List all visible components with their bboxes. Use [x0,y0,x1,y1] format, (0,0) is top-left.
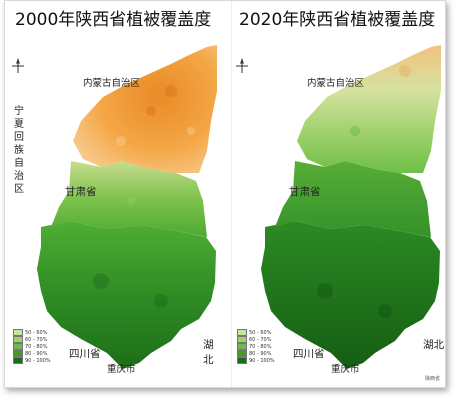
label-gansu: 甘肃省 [65,186,97,198]
legend-label: 90 - 100% [25,357,51,364]
source-note: 陕西省 [425,376,441,382]
vegetation-map-2000[interactable] [11,1,221,387]
legend-item: 60 - 70% [13,336,51,343]
panel-divider [231,1,232,387]
legend-label: 60 - 70% [249,336,272,343]
legend-label: 70 - 80% [25,343,48,350]
legend-label: 50 - 60% [25,329,48,336]
map-title-2020: 2020年陕西省植被覆盖度 [239,10,436,30]
region-north-2000 [73,45,217,173]
north-arrow-icon [236,58,248,73]
north-arrow-icon [12,58,24,73]
legend-label: 50 - 60% [249,329,272,336]
vegetation-map-2020[interactable] [235,1,445,387]
label-hubei: 湖北 [203,339,214,366]
label-hubei: 湖北 [423,339,444,351]
label-chongqing: 重庆市 [331,364,360,375]
legend-item: 70 - 80% [237,343,275,350]
legend-swatch [237,357,247,364]
legend-label: 80 - 90% [25,350,48,357]
legend-label: 80 - 90% [249,350,272,357]
legend-2000: 50 - 60% 60 - 70% 70 - 80% 80 - 90% 90 -… [13,329,51,364]
map-panel-2000: 2000年陕西省植被覆盖度 [11,1,221,387]
legend-label: 60 - 70% [25,336,48,343]
label-chongqing: 重庆市 [107,364,136,375]
label-inner-mongolia: 内蒙古自治区 [83,78,141,89]
legend-swatch [13,343,23,350]
legend-2020: 50 - 60% 60 - 70% 70 - 80% 80 - 90% 90 -… [237,329,275,364]
legend-item: 50 - 60% [237,329,275,336]
terrain-texture-2000 [93,85,195,308]
map-panel-2020: 2020年陕西省植被覆盖度 [235,1,445,387]
region-south-2000 [37,221,216,369]
legend-item: 70 - 80% [13,343,51,350]
legend-item: 90 - 100% [237,357,275,364]
legend-swatch [13,350,23,357]
legend-swatch [13,357,23,364]
label-ningxia: 宁夏回族自治区 [14,106,24,195]
label-inner-mongolia: 内蒙古自治区 [307,78,365,89]
legend-swatch [13,336,23,343]
legend-swatch [237,343,247,350]
legend-label: 70 - 80% [249,343,272,350]
region-middle-2020 [275,161,431,237]
legend-swatch [237,329,247,336]
legend-label: 90 - 100% [249,357,275,364]
legend-item: 80 - 90% [237,350,275,357]
map-sheet: 2000年陕西省植被覆盖度 [4,0,446,388]
legend-swatch [13,329,23,336]
label-gansu: 甘肃省 [289,186,321,198]
map-title-2000: 2000年陕西省植被覆盖度 [15,10,212,30]
label-sichuan: 四川省 [293,348,325,360]
legend-item: 80 - 90% [13,350,51,357]
terrain-texture-2020 [317,65,411,318]
region-middle-2000 [51,161,207,237]
legend-item: 60 - 70% [237,336,275,343]
legend-item: 90 - 100% [13,357,51,364]
legend-item: 50 - 60% [13,329,51,336]
region-north-2020 [297,45,441,173]
legend-swatch [237,350,247,357]
legend-swatch [237,336,247,343]
region-south-2020 [261,221,440,369]
label-sichuan: 四川省 [69,348,101,360]
